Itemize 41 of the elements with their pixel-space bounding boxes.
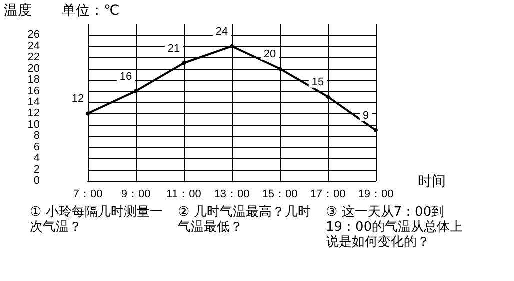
y-tick-label: 4: [34, 152, 40, 165]
data-label: 24: [216, 26, 228, 38]
data-label: 15: [312, 76, 324, 88]
point: [134, 89, 138, 94]
point: [230, 44, 234, 48]
point: [326, 94, 330, 99]
x-tick-label: 9：00: [121, 188, 151, 200]
y-tick-label: 8: [34, 130, 40, 142]
text: ② 几时气温最高？几时气温最低？: [178, 205, 312, 237]
y-tick-label: 14: [28, 96, 40, 108]
y-tick-label: 22: [28, 52, 40, 64]
y-tick-label: 6: [34, 141, 40, 154]
x-tick-label: 11：00: [166, 188, 202, 200]
x-tick-label: 7：00: [73, 188, 103, 200]
x-tick-label: 19：00: [358, 188, 394, 200]
y-tick-label: 16: [28, 85, 40, 98]
text: ③ 这一天从7：00到19：00的气温从总体上说是如何变化的？: [326, 205, 464, 250]
text: ① 小玲每隔几时测量一次气温？: [30, 205, 164, 237]
y-tick-label: 20: [28, 62, 40, 75]
data-label: 20: [264, 48, 276, 60]
y-tick-label: 18: [28, 74, 40, 86]
x-tick-label: 15：00: [262, 188, 298, 200]
chart-subtitle: 单位：℃: [62, 3, 120, 19]
data-label: 16: [120, 70, 132, 83]
y-tick-label: 10: [28, 118, 40, 131]
x-tick-label: 17：00: [310, 188, 346, 200]
data-label: 9: [362, 110, 370, 122]
data-label: 12: [72, 93, 84, 106]
y-tick-label: 12: [28, 108, 40, 120]
point: [374, 128, 378, 133]
y-axis-title: 温度: [4, 3, 32, 19]
x-tick-label: 13：00: [214, 188, 250, 200]
y-tick-label: 0: [34, 175, 40, 187]
y-tick-label: 26: [28, 29, 40, 42]
point: [182, 61, 186, 66]
point: [278, 66, 282, 71]
x-axis-title: 时间: [418, 173, 446, 189]
y-tick-label: 2: [34, 164, 40, 176]
y-tick-label: 24: [28, 40, 40, 52]
point: [86, 112, 90, 116]
data-label: 21: [168, 42, 180, 55]
